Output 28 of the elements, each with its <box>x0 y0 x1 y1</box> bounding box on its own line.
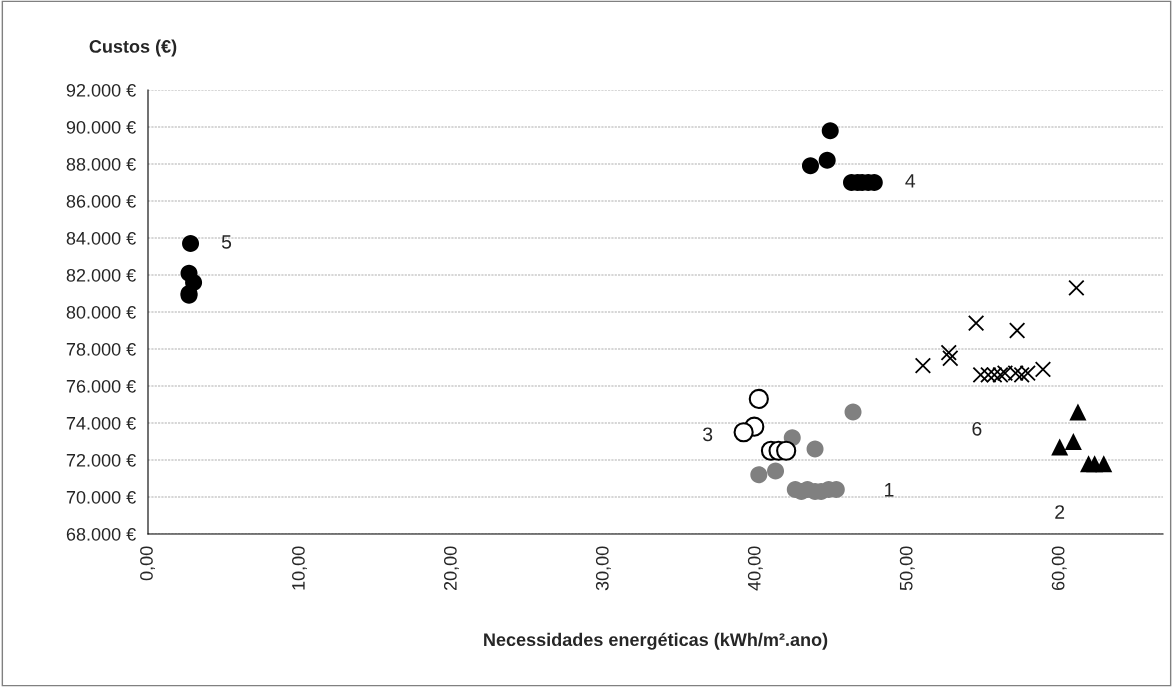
y-tick-label: 86.000 € <box>66 194 136 208</box>
series-label: 4 <box>905 174 916 188</box>
y-axis-title: Custos (€) <box>89 39 177 57</box>
y-tick-label: 76.000 € <box>66 379 136 393</box>
y-tick-label: 90.000 € <box>66 120 136 134</box>
series-label: 5 <box>221 235 232 249</box>
y-tick-label: 68.000 € <box>66 527 136 541</box>
text: 6 <box>972 421 982 436</box>
y-tick-label: 82.000 € <box>66 268 136 282</box>
x-tick-label: 10,00 <box>292 546 307 590</box>
series-label: 3 <box>703 427 713 442</box>
series-label: 2 <box>1055 505 1065 519</box>
y-tick-label: 74.000 € <box>66 416 136 430</box>
x-tick-label: 20,00 <box>443 546 459 591</box>
y-tick-label: 88.000 € <box>66 157 136 171</box>
x-tick-label: 60,00 <box>1051 546 1067 591</box>
x-tick-label: 50,00 <box>899 546 915 591</box>
y-tick-label: 84.000 € <box>66 231 136 245</box>
x-axis-title: Necessidades energéticas (kWh/m².ano) <box>484 632 828 650</box>
x-tick-label: 30,00 <box>595 546 611 591</box>
text: 1 <box>885 483 894 497</box>
x-tick-label: 40,00 <box>747 546 763 591</box>
y-tick-label: 80.000 € <box>66 305 136 319</box>
y-tick-label: 72.000 € <box>66 453 136 467</box>
y-tick-label: 70.000 € <box>66 490 136 504</box>
x-tick-label: 0,00 <box>140 546 155 581</box>
y-tick-label: 78.000 € <box>66 342 136 356</box>
y-tick-label: 92.000 € <box>66 83 136 97</box>
